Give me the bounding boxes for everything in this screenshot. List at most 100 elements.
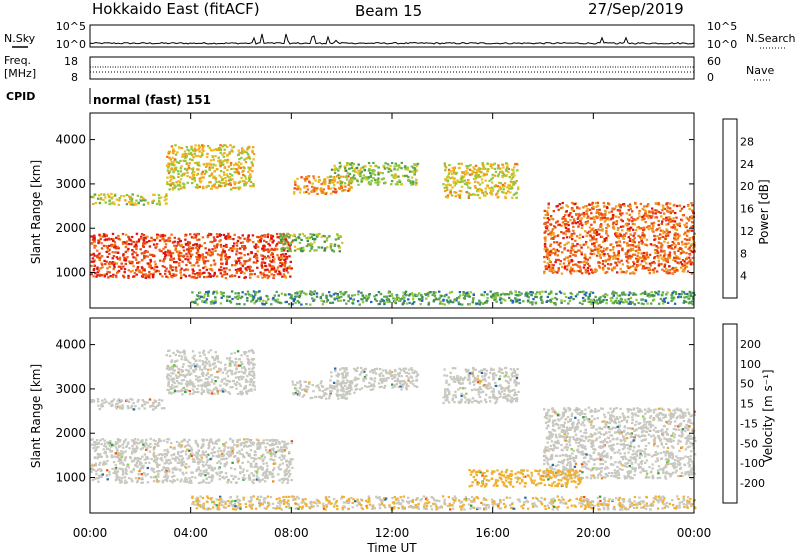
heatmap-cell	[637, 235, 639, 237]
heatmap-cell	[551, 230, 553, 232]
heatmap-cell	[599, 254, 601, 256]
heatmap-cell	[570, 234, 572, 236]
heatmap-cell	[243, 272, 245, 274]
heatmap-cell	[531, 301, 533, 303]
heatmap-cell	[638, 215, 640, 217]
heatmap-cell	[284, 262, 286, 264]
heatmap-cell	[181, 175, 183, 177]
heatmap-cell	[513, 166, 515, 168]
heatmap-cell	[510, 292, 512, 294]
heatmap-cell	[170, 462, 172, 464]
heatmap-cell	[248, 239, 250, 241]
heatmap-cell	[544, 223, 546, 225]
heatmap-cell	[306, 176, 308, 178]
heatmap-cell	[454, 298, 456, 300]
heatmap-cell	[197, 303, 199, 305]
heatmap-cell	[469, 296, 471, 298]
heatmap-cell	[653, 272, 655, 274]
heatmap-cell	[570, 272, 572, 274]
heatmap-cell	[613, 228, 615, 230]
heatmap-cell	[232, 187, 234, 189]
heatmap-cell	[216, 149, 218, 151]
heatmap-cell	[170, 234, 172, 236]
heatmap-cell	[242, 471, 244, 473]
heatmap-cell	[648, 296, 650, 298]
heatmap-cell	[133, 450, 135, 452]
heatmap-cell	[679, 205, 681, 207]
noise-left-label: N.Sky	[4, 32, 36, 45]
heatmap-cell	[566, 243, 568, 245]
heatmap-cell	[107, 256, 109, 258]
heatmap-cell	[91, 464, 93, 466]
heatmap-cell	[203, 276, 205, 278]
heatmap-cell	[245, 161, 247, 163]
heatmap-cell	[112, 276, 114, 278]
heatmap-cell	[222, 458, 224, 460]
heatmap-cell	[589, 230, 591, 232]
heatmap-cell	[565, 204, 567, 206]
heatmap-cell	[567, 221, 569, 223]
colorbar-tick-label: 8	[740, 247, 747, 260]
heatmap-cell	[213, 291, 215, 293]
heatmap-cell	[645, 221, 647, 223]
heatmap-cell	[100, 193, 102, 195]
heatmap-cell	[372, 170, 374, 172]
heatmap-cell	[205, 302, 207, 304]
heatmap-cell	[579, 261, 581, 263]
heatmap-cell	[337, 300, 339, 302]
heatmap-cell	[197, 164, 199, 166]
heatmap-cell	[140, 196, 142, 198]
heatmap-cell	[671, 297, 673, 299]
heatmap-cell	[252, 270, 254, 272]
heatmap-cell	[637, 265, 639, 267]
colorbar-tick-label: 16	[740, 203, 754, 216]
heatmap-cell	[535, 302, 537, 304]
heatmap-cell	[330, 243, 332, 245]
heatmap-cell	[265, 475, 267, 477]
heatmap-cell	[196, 243, 198, 245]
heatmap-cell	[666, 202, 668, 204]
heatmap-cell	[190, 148, 192, 150]
heatmap-cell	[514, 182, 516, 184]
heatmap-cell	[357, 293, 359, 295]
heatmap-cell	[486, 300, 488, 302]
heatmap-cell	[310, 243, 312, 245]
heatmap-cell	[175, 269, 177, 271]
heatmap-cell	[502, 184, 504, 186]
heatmap-cell	[330, 245, 332, 247]
heatmap-cell	[662, 302, 664, 304]
heatmap-cell	[291, 267, 293, 269]
heatmap-cell	[672, 220, 674, 222]
heatmap-cell	[552, 272, 554, 274]
heatmap-cell	[274, 271, 276, 273]
heatmap-cell	[627, 218, 629, 220]
heatmap-cell	[189, 242, 191, 244]
heatmap-cell	[398, 300, 400, 302]
heatmap-cell	[251, 161, 253, 163]
heatmap-cell	[387, 171, 389, 173]
heatmap-cell	[186, 175, 188, 177]
heatmap-cell	[684, 293, 686, 295]
heatmap-cell	[224, 255, 226, 257]
heatmap-cell	[629, 206, 631, 208]
heatmap-cell	[239, 269, 241, 271]
heatmap-cell	[99, 259, 101, 261]
heatmap-cell	[252, 183, 254, 185]
heatmap-cell	[599, 209, 601, 211]
heatmap-cell	[100, 238, 102, 240]
heatmap-cell	[255, 300, 257, 302]
heatmap-cell	[284, 293, 286, 295]
heatmap-cell	[398, 166, 400, 168]
heatmap-cell	[216, 275, 218, 277]
heatmap-cell	[150, 438, 152, 440]
heatmap-cell	[546, 268, 548, 270]
heatmap-cell	[101, 274, 103, 276]
heatmap-cell	[216, 233, 218, 235]
heatmap-cell	[660, 245, 662, 247]
heatmap-cell	[244, 247, 246, 249]
heatmap-cell	[284, 247, 286, 249]
heatmap-cell	[235, 163, 237, 165]
heatmap-cell	[242, 149, 244, 151]
heatmap-cell	[186, 172, 188, 174]
